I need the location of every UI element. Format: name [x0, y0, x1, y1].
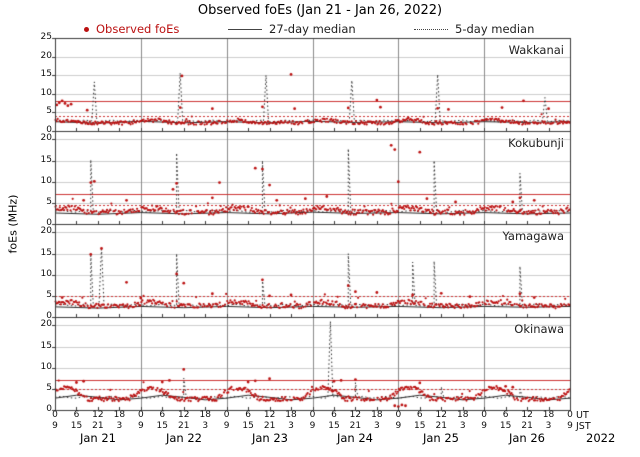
utick-label: 6 — [245, 410, 251, 420]
jtick-label: 9 — [52, 421, 58, 431]
station-label-wakkanai: Wakkanai — [508, 43, 564, 57]
jst-axis-label: JST — [576, 421, 591, 432]
utick-label: 0 — [395, 410, 402, 420]
utick-label: 12 — [92, 410, 104, 420]
ytick-label: 20 — [40, 133, 52, 144]
jtick-label: 9 — [481, 421, 488, 431]
ytick-label: 20 — [40, 226, 52, 237]
utick-label: 0 — [52, 410, 58, 420]
utick-label: 12 — [178, 410, 190, 420]
ytick-label: 10 — [40, 361, 52, 372]
ytick-label: 15 — [40, 340, 52, 351]
utick-label: 12 — [521, 410, 533, 420]
day-label: Jan 22 — [165, 431, 203, 445]
day-label: Jan 25 — [422, 431, 460, 445]
ytick-label: 0 — [46, 125, 52, 135]
station-label-okinawa: Okinawa — [514, 322, 564, 336]
ytick-label: 15 — [40, 247, 52, 258]
ytick-label: 5 — [46, 382, 52, 393]
jtick-label: 3 — [374, 421, 380, 431]
utick-label: 18 — [456, 410, 469, 420]
ytick-label: 20 — [40, 50, 52, 61]
ut-axis-label: UT — [576, 410, 589, 421]
utick-label: 0 — [481, 410, 488, 420]
jtick-label: 21 — [349, 421, 362, 431]
ytick-label: 25 — [40, 32, 52, 42]
jtick-label: 9 — [223, 421, 230, 431]
day-label: Jan 21 — [79, 431, 117, 445]
jtick-label: 9 — [137, 421, 144, 431]
utick-label: 6 — [159, 410, 166, 420]
ytick-label: 10 — [40, 268, 52, 279]
jtick-label: 15 — [414, 421, 426, 431]
day-label: Jan 26 — [508, 431, 546, 445]
jtick-label: 21 — [263, 421, 276, 431]
jtick-label: 9 — [567, 421, 573, 431]
station-label-kokubunji: Kokubunji — [508, 136, 564, 150]
jtick-label: 3 — [545, 421, 552, 431]
utick-label: 12 — [435, 410, 447, 420]
utick-label: 6 — [502, 410, 509, 420]
ytick-label: 15 — [40, 69, 52, 80]
utick-label: 18 — [199, 410, 211, 420]
jtick-label: 3 — [202, 421, 209, 431]
jtick-label: 21 — [435, 421, 447, 431]
ytick-label: 5 — [46, 196, 52, 207]
utick-label: 0 — [309, 410, 316, 420]
utick-label: 12 — [349, 410, 362, 420]
jtick-label: 3 — [116, 421, 123, 431]
ytick-label: 20 — [40, 319, 52, 330]
ytick-label: 0 — [46, 311, 52, 321]
utick-label: 18 — [113, 410, 126, 420]
utick-label: 0 — [137, 410, 144, 420]
jtick-label: 15 — [242, 421, 254, 431]
ytick-label: 0 — [46, 404, 52, 414]
ytick-label: 10 — [40, 87, 52, 98]
utick-label: 12 — [263, 410, 276, 420]
jtick-label: 15 — [70, 421, 83, 431]
station-label-yamagawa: Yamagawa — [502, 229, 564, 243]
day-label: Jan 23 — [251, 431, 289, 445]
ytick-label: 5 — [46, 289, 52, 300]
jtick-label: 15 — [499, 421, 512, 431]
day-label: Jan 24 — [336, 431, 374, 445]
utick-label: 0 — [567, 410, 573, 420]
ytick-label: 0 — [46, 218, 52, 228]
ytick-label: 10 — [40, 175, 52, 186]
ytick-label: 5 — [46, 106, 52, 117]
utick-label: 0 — [223, 410, 230, 420]
utick-label: 18 — [285, 410, 297, 420]
jtick-label: 21 — [92, 421, 104, 431]
jtick-label: 15 — [156, 421, 168, 431]
jtick-label: 21 — [178, 421, 190, 431]
jtick-label: 3 — [459, 421, 466, 431]
year-label: 2022 — [586, 431, 616, 445]
jtick-label: 21 — [521, 421, 533, 431]
utick-label: 6 — [416, 410, 423, 420]
jtick-label: 15 — [328, 421, 340, 431]
utick-label: 18 — [371, 410, 383, 420]
utick-label: 6 — [331, 410, 337, 420]
jtick-label: 3 — [288, 421, 294, 431]
utick-label: 18 — [542, 410, 555, 420]
jtick-label: 9 — [309, 421, 316, 431]
ytick-label: 15 — [40, 154, 52, 165]
jtick-label: 9 — [395, 421, 402, 431]
utick-label: 6 — [73, 410, 80, 420]
